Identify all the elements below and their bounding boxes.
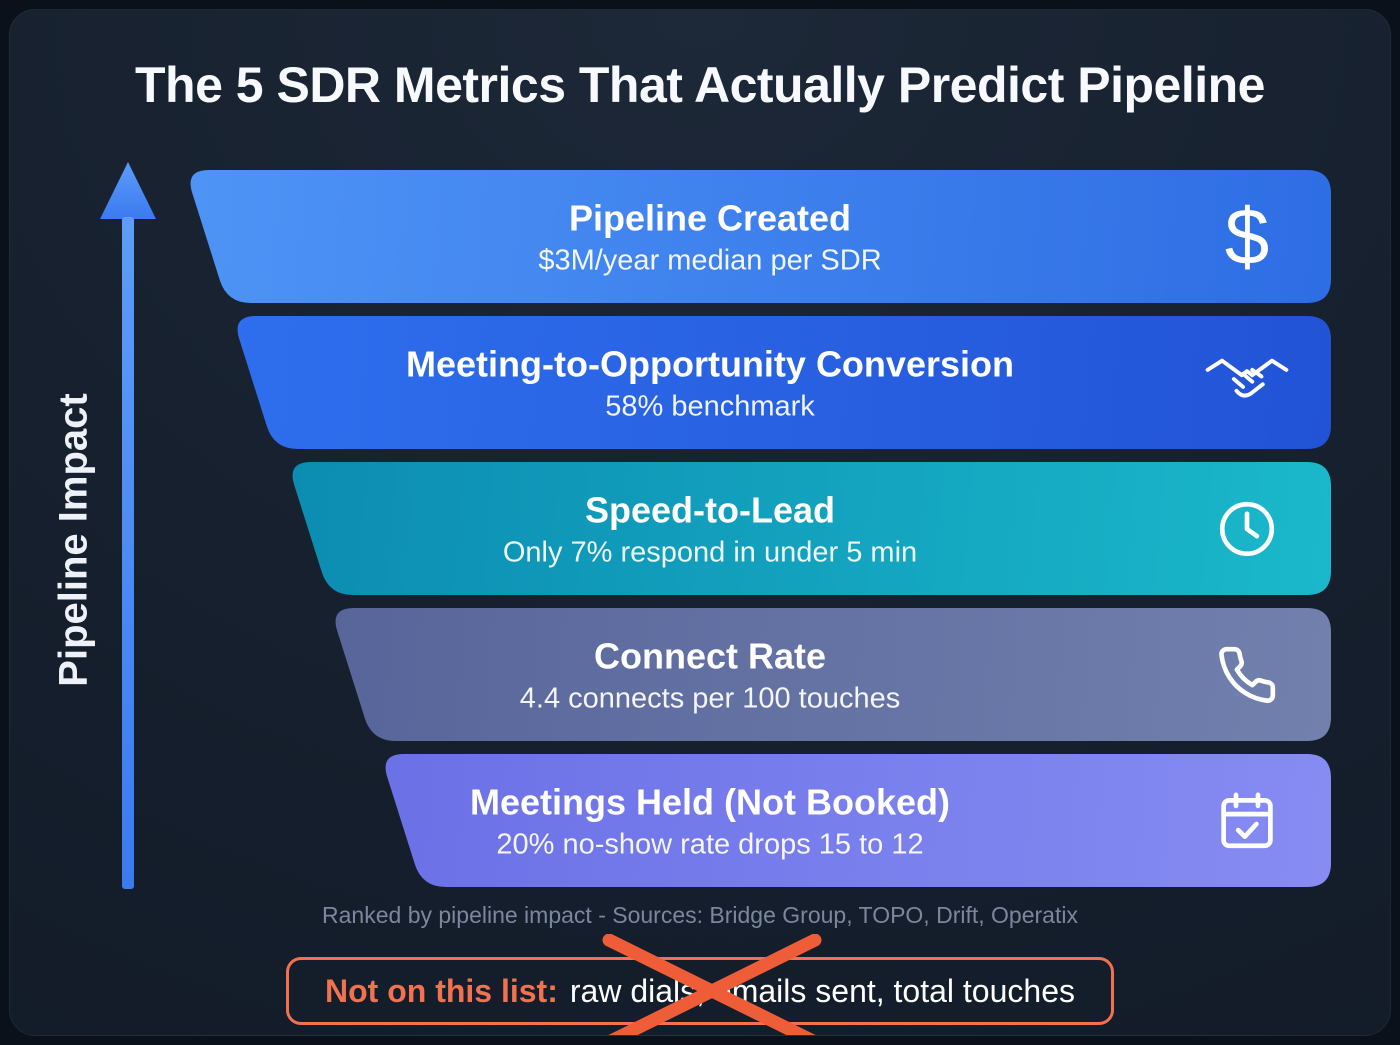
exclusion-items: raw dials, emails sent, total touches [569,972,1075,1009]
footer-note: Ranked by pipeline impact - Sources: Bri… [322,902,1078,928]
bar-speed-to-lead: Speed-to-Lead Only 7% respond in under 5… [287,462,1331,595]
bar-subtitle: 20% no-show rate drops 15 to 12 [496,828,924,861]
bar-subtitle: Only 7% respond in under 5 min [502,536,918,569]
pipeline-impact-arrow-icon [100,162,156,889]
exclusion-box: Not on this list: raw dials, emails sent… [286,957,1114,1025]
pipeline-impact-axis-label: Pipeline Impact [51,393,96,687]
calendar-check-icon [1205,779,1289,863]
bar-title: Meeting-to-Opportunity Conversion [406,342,1014,384]
page-title: The 5 SDR Metrics That Actually Predict … [134,57,1266,113]
bar-meeting-to-opportunity-conversion: Meeting-to-Opportunity Conversion 58% be… [232,316,1331,449]
exclusion-label: Not on this list: [325,972,558,1009]
bar-subtitle: 4.4 connects per 100 touches [519,682,901,715]
bar-pipeline-created: Pipeline Created $3M/year median per SDR… [185,170,1331,303]
bar-subtitle: $3M/year median per SDR [538,244,882,277]
bar-title: Speed-to-Lead [584,488,836,530]
infographic-card: The 5 SDR Metrics That Actually Predict … [9,9,1391,1036]
bar-subtitle: 58% benchmark [605,390,815,423]
phone-icon [1205,633,1289,717]
dollar-sign-icon: $ [1224,191,1270,281]
bar-title: Connect Rate [593,634,827,676]
bar-title: Pipeline Created [568,196,852,238]
bar-meetings-held-not-booked: Meetings Held (Not Booked) 20% no-show r… [380,754,1331,887]
handshake-icon [1205,341,1289,425]
clock-icon [1205,487,1289,571]
bar-title: Meetings Held (Not Booked) [469,780,951,822]
x-strikethrough-icon [602,934,822,1035]
bar-connect-rate: Connect Rate 4.4 connects per 100 touche… [330,608,1331,741]
